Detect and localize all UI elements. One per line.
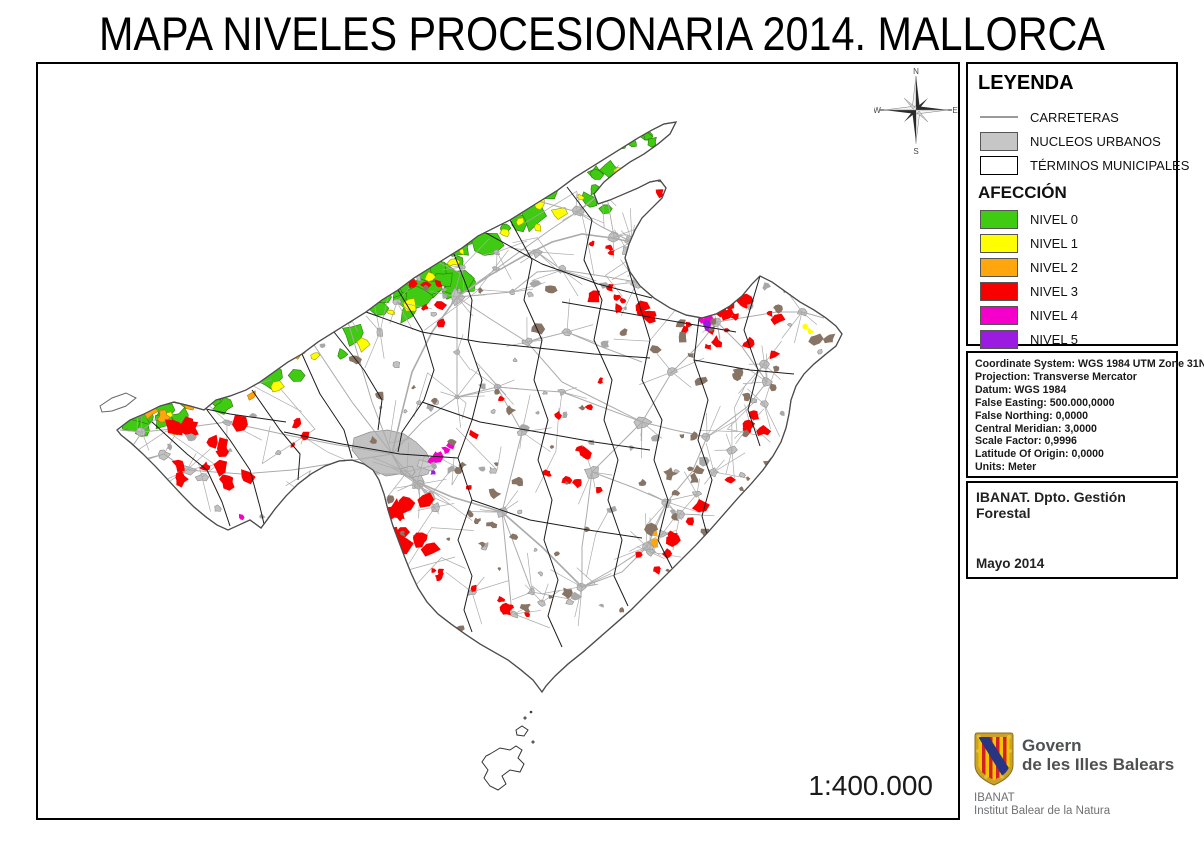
- legend-level-0: NIVEL 0: [976, 207, 1168, 231]
- compass-star: [883, 75, 949, 143]
- legend-level-1: NIVEL 1: [976, 231, 1168, 255]
- logo-institut-text: Institut Balear de la Natura: [974, 805, 1111, 817]
- logo-illes-balears-text: de les Illes Balears: [1022, 755, 1175, 774]
- projection-info-panel: Coordinate System: WGS 1984 UTM Zone 31N…: [966, 351, 1204, 478]
- coord-line: Datum: WGS 1984: [975, 383, 1067, 396]
- level-0-swatch-icon: [980, 209, 1018, 229]
- coat-of-arms-icon: [974, 732, 1014, 786]
- affection-heading: AFECCIÓN: [978, 183, 1067, 202]
- municipal-swatch-icon: [980, 155, 1018, 175]
- level-2-swatch-icon: [980, 257, 1018, 277]
- compass-south-label: S: [913, 147, 918, 156]
- compass-north-label: N: [913, 67, 919, 76]
- government-logo: Govern de les Illes Balears IBANAT Insti…: [974, 731, 1194, 817]
- level-3-swatch-icon: [980, 281, 1018, 301]
- legend-item-roads: CARRETERAS: [976, 105, 1168, 129]
- urban-swatch-icon: [980, 131, 1018, 151]
- municipal-boundaries-layer: [151, 186, 795, 648]
- legend-level-3: NIVEL 3: [976, 279, 1168, 303]
- compass-rose: N S W E: [874, 66, 958, 158]
- level-5-swatch-icon: [980, 329, 1018, 349]
- credit-department: IBANAT. Dpto. Gestión Forestal: [976, 489, 1126, 521]
- coord-line: Central Meridian: 3,0000: [975, 422, 1097, 435]
- map-frame: N S W E 1:400.000: [36, 62, 960, 820]
- credits-panel: IBANAT. Dpto. Gestión Forestal Mayo 2014: [966, 481, 1178, 579]
- credit-date: Mayo 2014: [976, 556, 1045, 571]
- dragonera-islet: [99, 392, 137, 413]
- coord-line: Units: Meter: [975, 461, 1037, 474]
- coord-line: Projection: Transverse Mercator: [975, 370, 1137, 383]
- road-line-swatch-icon: [980, 116, 1018, 118]
- coord-line: Scale Factor: 0,9996: [975, 435, 1077, 448]
- legend-level-4: NIVEL 4: [976, 303, 1168, 327]
- page-title: MAPA NIVELES PROCESIONARIA 2014. MALLORC…: [98, 7, 1106, 60]
- mallorca-map: [99, 121, 843, 791]
- scale-indicator: 1:400.000: [808, 770, 933, 801]
- coord-line: False Easting: 500.000,0000: [975, 396, 1115, 409]
- logo-govern-text: Govern: [1022, 736, 1082, 755]
- legend-level-2: NIVEL 2: [976, 255, 1168, 279]
- legend-level-5: NIVEL 5: [976, 327, 1168, 351]
- coord-line: False Northing: 0,0000: [975, 409, 1089, 422]
- level-4-swatch-icon: [980, 305, 1018, 325]
- coord-line: Coordinate System: WGS 1984 UTM Zone 31N: [975, 358, 1204, 370]
- legend-item-municipal: TÉRMINOS MUNICIPALES: [976, 153, 1189, 177]
- coord-line: Latitude Of Origin: 0,0000: [975, 448, 1104, 461]
- legend-heading: LEYENDA: [978, 72, 1074, 94]
- legend-item-urban: NUCLEOS URBANOS: [976, 129, 1168, 153]
- compass-west-label: W: [874, 106, 881, 115]
- logo-ibanat-text: IBANAT: [974, 792, 1015, 804]
- legend-panel: LEYENDA CARRETERAS NUCLEOS URBANOS TÉRMI…: [966, 62, 1189, 349]
- cabrera-archipelago: [481, 710, 535, 791]
- level-1-swatch-icon: [980, 233, 1018, 253]
- compass-east-label: E: [952, 106, 957, 115]
